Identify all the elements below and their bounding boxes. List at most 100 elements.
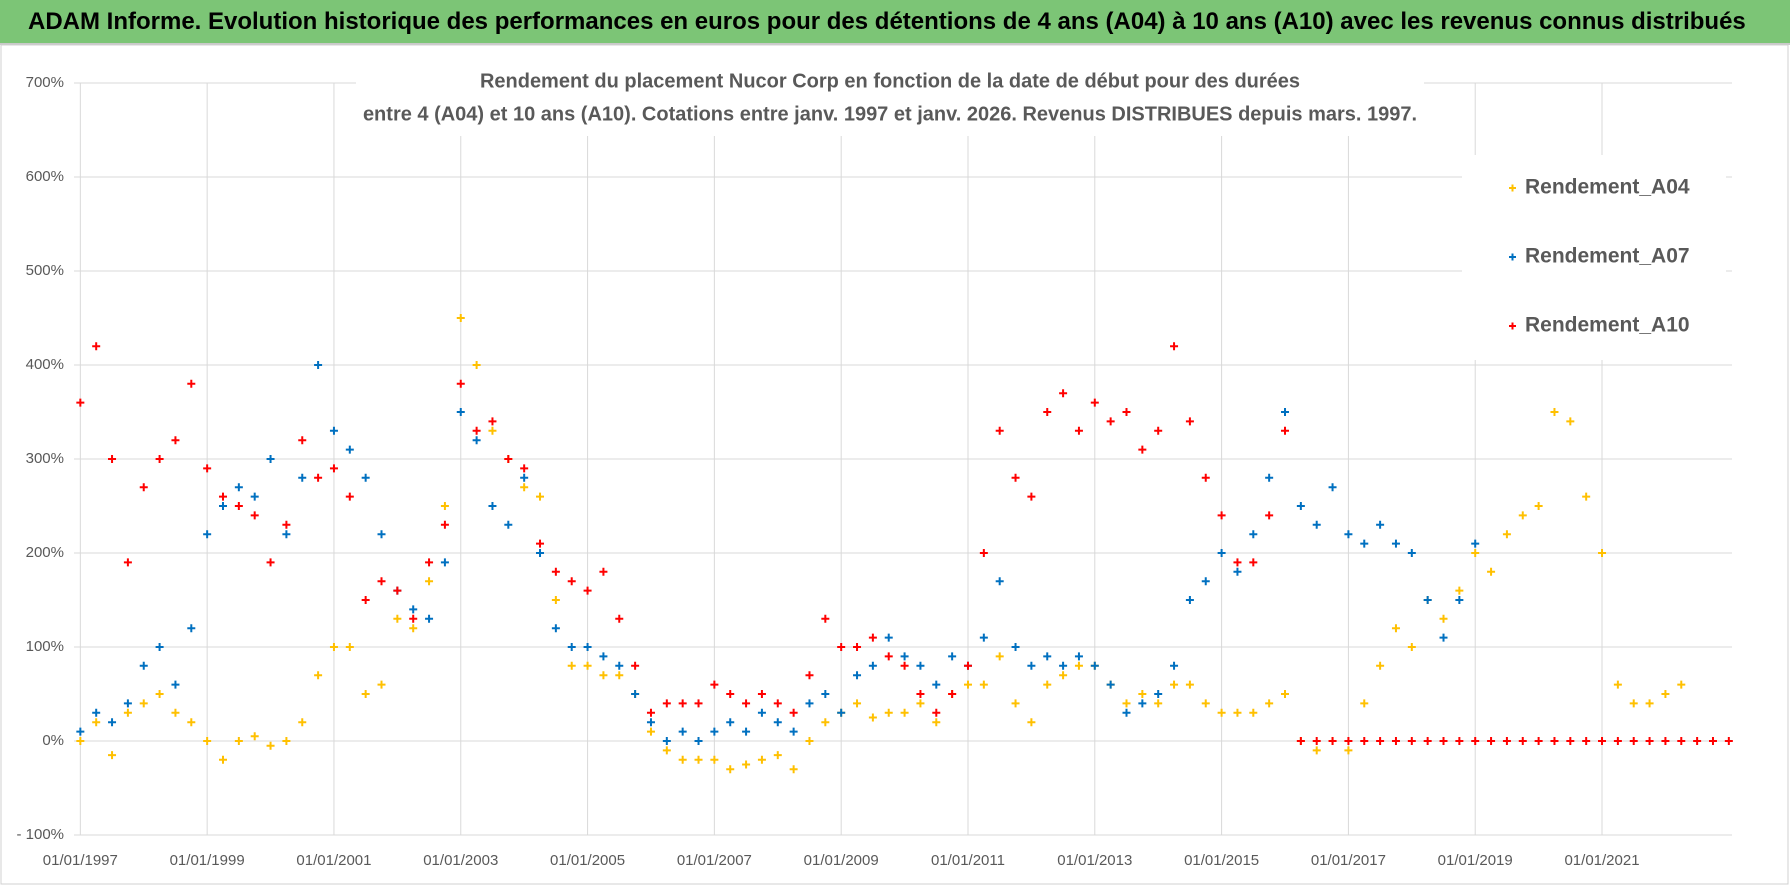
point: [488, 417, 497, 426]
point: [1043, 680, 1052, 689]
point: [615, 661, 624, 670]
point: [805, 699, 814, 708]
point: [1185, 417, 1194, 426]
point: [1106, 680, 1115, 689]
point: [1090, 661, 1099, 670]
point: [92, 718, 101, 727]
point: [361, 473, 370, 482]
point: [789, 727, 798, 736]
point: [393, 614, 402, 623]
point: [1376, 661, 1385, 670]
point: [1566, 417, 1575, 426]
point: [377, 577, 386, 586]
point: [821, 718, 830, 727]
point: [282, 530, 291, 539]
point: [742, 727, 751, 736]
point: [1185, 680, 1194, 689]
legend-label: Rendement_A10: [1525, 314, 1690, 337]
point: [266, 455, 275, 463]
point: [868, 661, 877, 670]
point: [393, 586, 402, 595]
point: [108, 751, 117, 760]
point: [504, 455, 513, 463]
point: [155, 455, 164, 463]
point: [123, 699, 132, 708]
point: [662, 746, 671, 755]
point: [694, 699, 703, 708]
point: [520, 464, 529, 473]
point: [1439, 633, 1448, 642]
point: [282, 737, 291, 745]
point: [615, 614, 624, 623]
point: [203, 737, 212, 745]
point: [932, 718, 941, 727]
point: [773, 718, 782, 727]
point: [1074, 661, 1083, 670]
point: [1423, 596, 1432, 604]
point: [599, 567, 608, 576]
legend-marker: [1509, 184, 1516, 192]
point: [1027, 718, 1036, 727]
point: [1312, 746, 1321, 755]
point: [520, 473, 529, 482]
point: [1074, 426, 1083, 435]
point: [694, 737, 703, 745]
point: [853, 671, 862, 680]
point: [361, 690, 370, 698]
point: [662, 699, 671, 708]
point: [1661, 737, 1670, 745]
point: [314, 473, 323, 482]
point: [979, 633, 988, 642]
point: [250, 732, 259, 741]
y-tick-label: 0%: [42, 732, 64, 749]
point: [678, 755, 687, 764]
point: [1170, 342, 1179, 351]
point: [187, 718, 196, 727]
point: [76, 727, 85, 736]
x-tick-label: 01/01/1999: [170, 852, 245, 869]
point: [853, 699, 862, 708]
chart-subtitle: entre 4 (A04) et 10 ans (A10). Cotations…: [363, 103, 1417, 125]
point: [1265, 511, 1274, 520]
point: [726, 718, 735, 727]
point: [932, 708, 941, 717]
point: [710, 680, 719, 689]
point: [646, 727, 655, 736]
chart-frame: [0, 44, 1789, 885]
point: [1391, 539, 1400, 548]
point: [1708, 737, 1717, 745]
point: [488, 426, 497, 435]
point: [1011, 699, 1020, 708]
point: [472, 361, 481, 369]
point: [440, 558, 449, 567]
point: [551, 567, 560, 576]
point: [1043, 652, 1052, 661]
point: [1265, 473, 1274, 482]
point: [773, 751, 782, 760]
point: [916, 661, 925, 670]
point: [1281, 690, 1290, 698]
point: [1471, 737, 1480, 745]
point: [536, 492, 545, 501]
point: [694, 755, 703, 764]
point: [1201, 473, 1210, 482]
point: [1217, 511, 1226, 520]
point: [567, 643, 576, 651]
point: [1027, 661, 1036, 670]
x-tick-label: 01/01/2013: [1057, 852, 1132, 869]
point: [821, 614, 830, 623]
point: [551, 596, 560, 604]
point: [853, 643, 862, 651]
point: [837, 708, 846, 717]
point: [1281, 408, 1290, 416]
point: [884, 633, 893, 642]
point: [1407, 643, 1416, 651]
point: [345, 445, 354, 454]
point: [329, 464, 338, 473]
point: [1693, 737, 1702, 745]
point: [520, 483, 529, 492]
point: [1170, 680, 1179, 689]
point: [821, 690, 830, 698]
point: [1613, 737, 1622, 745]
point: [1613, 680, 1622, 689]
